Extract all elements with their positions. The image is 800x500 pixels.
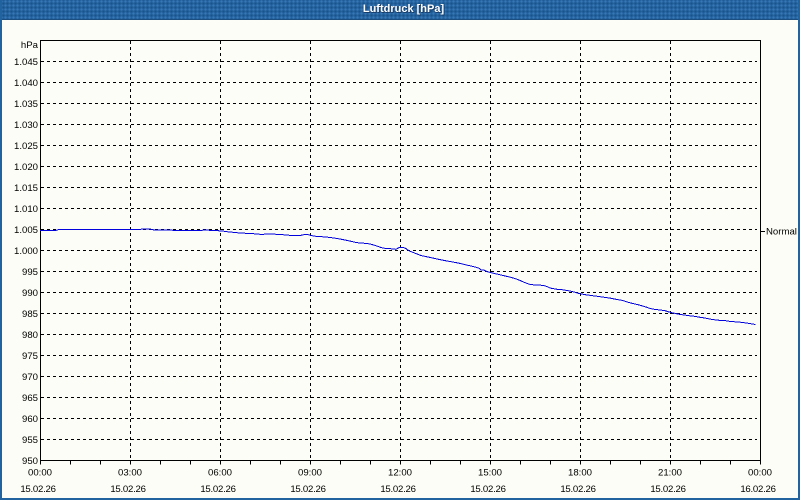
svg-text:15.02.26: 15.02.26: [650, 484, 685, 495]
svg-text:12:00: 12:00: [388, 468, 412, 479]
svg-text:15.02.26: 15.02.26: [200, 484, 235, 495]
svg-text:960: 960: [22, 414, 38, 425]
svg-text:1.015: 1.015: [14, 183, 38, 194]
svg-text:15.02.26: 15.02.26: [560, 484, 595, 495]
svg-text:1.030: 1.030: [14, 120, 38, 131]
svg-text:950: 950: [22, 456, 38, 467]
svg-text:990: 990: [22, 288, 38, 299]
svg-text:1.040: 1.040: [14, 78, 38, 89]
svg-text:1.035: 1.035: [14, 99, 38, 110]
svg-text:965: 965: [22, 393, 38, 404]
svg-text:1.045: 1.045: [14, 57, 38, 68]
svg-text:Normal: Normal: [766, 227, 797, 238]
svg-text:1.010: 1.010: [14, 204, 38, 215]
svg-text:1.005: 1.005: [14, 225, 38, 236]
svg-text:00:00: 00:00: [28, 468, 52, 479]
svg-text:995: 995: [22, 267, 38, 278]
svg-text:1.000: 1.000: [14, 246, 38, 257]
svg-text:15:00: 15:00: [478, 468, 502, 479]
svg-text:975: 975: [22, 351, 38, 362]
svg-text:15.02.26: 15.02.26: [470, 484, 505, 495]
svg-text:980: 980: [22, 330, 38, 341]
svg-text:15.02.26: 15.02.26: [290, 484, 325, 495]
svg-text:15.02.26: 15.02.26: [380, 484, 415, 495]
svg-text:985: 985: [22, 309, 38, 320]
svg-text:1.020: 1.020: [14, 162, 38, 173]
svg-text:955: 955: [22, 435, 38, 446]
svg-text:hPa: hPa: [21, 40, 39, 51]
svg-text:15.02.26: 15.02.26: [20, 484, 55, 495]
svg-text:15.02.26: 15.02.26: [110, 484, 145, 495]
svg-text:1.025: 1.025: [14, 141, 38, 152]
svg-text:16.02.26: 16.02.26: [740, 484, 775, 495]
svg-text:03:00: 03:00: [118, 468, 142, 479]
svg-text:09:00: 09:00: [298, 468, 322, 479]
svg-text:970: 970: [22, 372, 38, 383]
svg-text:06:00: 06:00: [208, 468, 232, 479]
svg-text:18:00: 18:00: [568, 468, 592, 479]
svg-text:21:00: 21:00: [658, 468, 682, 479]
svg-text:00:00: 00:00: [748, 468, 772, 479]
